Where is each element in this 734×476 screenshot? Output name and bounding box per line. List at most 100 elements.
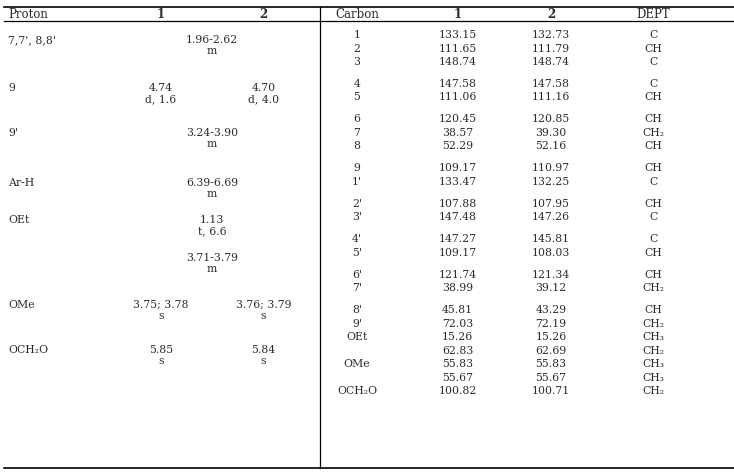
Text: s: s: [158, 355, 164, 365]
Text: 3.71-3.79: 3.71-3.79: [186, 252, 238, 262]
Text: Carbon: Carbon: [335, 9, 379, 21]
Text: 1': 1': [352, 177, 362, 187]
Text: 2: 2: [354, 43, 360, 53]
Text: 6: 6: [354, 114, 360, 124]
Text: 5.85: 5.85: [149, 344, 173, 354]
Text: 39.30: 39.30: [535, 128, 567, 138]
Text: s: s: [261, 355, 266, 365]
Text: 1: 1: [454, 9, 462, 21]
Text: 43.29: 43.29: [535, 305, 567, 315]
Text: 147.48: 147.48: [438, 212, 476, 222]
Text: 121.34: 121.34: [532, 269, 570, 279]
Text: 132.25: 132.25: [532, 177, 570, 187]
Text: 39.12: 39.12: [535, 283, 567, 293]
Text: 4.70: 4.70: [251, 83, 275, 93]
Text: 5: 5: [354, 92, 360, 102]
Text: CH₂: CH₂: [642, 386, 664, 396]
Text: m: m: [207, 188, 217, 198]
Text: 45.81: 45.81: [442, 305, 473, 315]
Text: CH: CH: [644, 43, 663, 53]
Text: 7': 7': [352, 283, 362, 293]
Text: 6.39-6.69: 6.39-6.69: [186, 178, 239, 188]
Text: 2: 2: [547, 9, 555, 21]
Text: 3.75; 3.78: 3.75; 3.78: [133, 299, 189, 309]
Text: CH: CH: [644, 269, 663, 279]
Text: 148.74: 148.74: [532, 57, 570, 67]
Text: s: s: [261, 310, 266, 320]
Text: 111.06: 111.06: [438, 92, 476, 102]
Text: 8: 8: [354, 141, 360, 151]
Text: 121.74: 121.74: [438, 269, 476, 279]
Text: CH₂: CH₂: [642, 318, 664, 328]
Text: 108.03: 108.03: [532, 248, 570, 258]
Text: 2: 2: [259, 9, 268, 21]
Text: CH₃: CH₃: [642, 359, 664, 369]
Text: C: C: [650, 79, 658, 89]
Text: 1.13: 1.13: [200, 215, 225, 225]
Text: 55.67: 55.67: [536, 372, 567, 382]
Text: CH: CH: [644, 114, 663, 124]
Text: CH₃: CH₃: [642, 332, 664, 342]
Text: t, 6.6: t, 6.6: [198, 226, 227, 236]
Text: 62.83: 62.83: [442, 345, 473, 355]
Text: C: C: [650, 234, 658, 244]
Text: 9: 9: [8, 83, 15, 93]
Text: CH₂: CH₂: [642, 345, 664, 355]
Text: 2': 2': [352, 198, 362, 208]
Text: m: m: [207, 46, 217, 56]
Text: 147.58: 147.58: [532, 79, 570, 89]
Text: 147.26: 147.26: [532, 212, 570, 222]
Text: 4: 4: [354, 79, 360, 89]
Text: 120.85: 120.85: [532, 114, 570, 124]
Text: CH₃: CH₃: [642, 372, 664, 382]
Text: 4': 4': [352, 234, 362, 244]
Text: 55.83: 55.83: [442, 359, 473, 369]
Text: 52.29: 52.29: [442, 141, 473, 151]
Text: 1.96-2.62: 1.96-2.62: [186, 35, 239, 45]
Text: 1: 1: [157, 9, 165, 21]
Text: 6': 6': [352, 269, 362, 279]
Text: 3.76; 3.79: 3.76; 3.79: [236, 299, 291, 309]
Text: 5': 5': [352, 248, 362, 258]
Text: CH: CH: [644, 141, 663, 151]
Text: C: C: [650, 177, 658, 187]
Text: 72.19: 72.19: [535, 318, 567, 328]
Text: 109.17: 109.17: [438, 248, 476, 258]
Text: 9: 9: [354, 163, 360, 173]
Text: CH: CH: [644, 198, 663, 208]
Text: 107.95: 107.95: [532, 198, 570, 208]
Text: 15.26: 15.26: [535, 332, 567, 342]
Text: 100.71: 100.71: [532, 386, 570, 396]
Text: DEPT: DEPT: [636, 9, 670, 21]
Text: 3.24-3.90: 3.24-3.90: [186, 128, 239, 138]
Text: 145.81: 145.81: [532, 234, 570, 244]
Text: 72.03: 72.03: [442, 318, 473, 328]
Text: OEt: OEt: [8, 215, 29, 225]
Text: 111.79: 111.79: [532, 43, 570, 53]
Text: m: m: [207, 263, 217, 273]
Text: m: m: [207, 139, 217, 149]
Text: Proton: Proton: [8, 9, 48, 21]
Text: OCH₂O: OCH₂O: [8, 344, 48, 354]
Text: d, 1.6: d, 1.6: [145, 94, 176, 104]
Text: Ar-H: Ar-H: [8, 178, 34, 188]
Text: 1: 1: [354, 30, 360, 40]
Text: 15.26: 15.26: [442, 332, 473, 342]
Text: 147.58: 147.58: [438, 79, 476, 89]
Text: 9': 9': [352, 318, 362, 328]
Text: 55.83: 55.83: [535, 359, 567, 369]
Text: C: C: [650, 212, 658, 222]
Text: CH: CH: [644, 163, 663, 173]
Text: OCH₂O: OCH₂O: [337, 386, 377, 396]
Text: OMe: OMe: [344, 359, 370, 369]
Text: 100.82: 100.82: [438, 386, 476, 396]
Text: 107.88: 107.88: [438, 198, 476, 208]
Text: 3': 3': [352, 212, 362, 222]
Text: OMe: OMe: [8, 299, 34, 309]
Text: 132.73: 132.73: [532, 30, 570, 40]
Text: 8': 8': [352, 305, 362, 315]
Text: 7: 7: [354, 128, 360, 138]
Text: 148.74: 148.74: [438, 57, 476, 67]
Text: 38.57: 38.57: [442, 128, 473, 138]
Text: 147.27: 147.27: [438, 234, 476, 244]
